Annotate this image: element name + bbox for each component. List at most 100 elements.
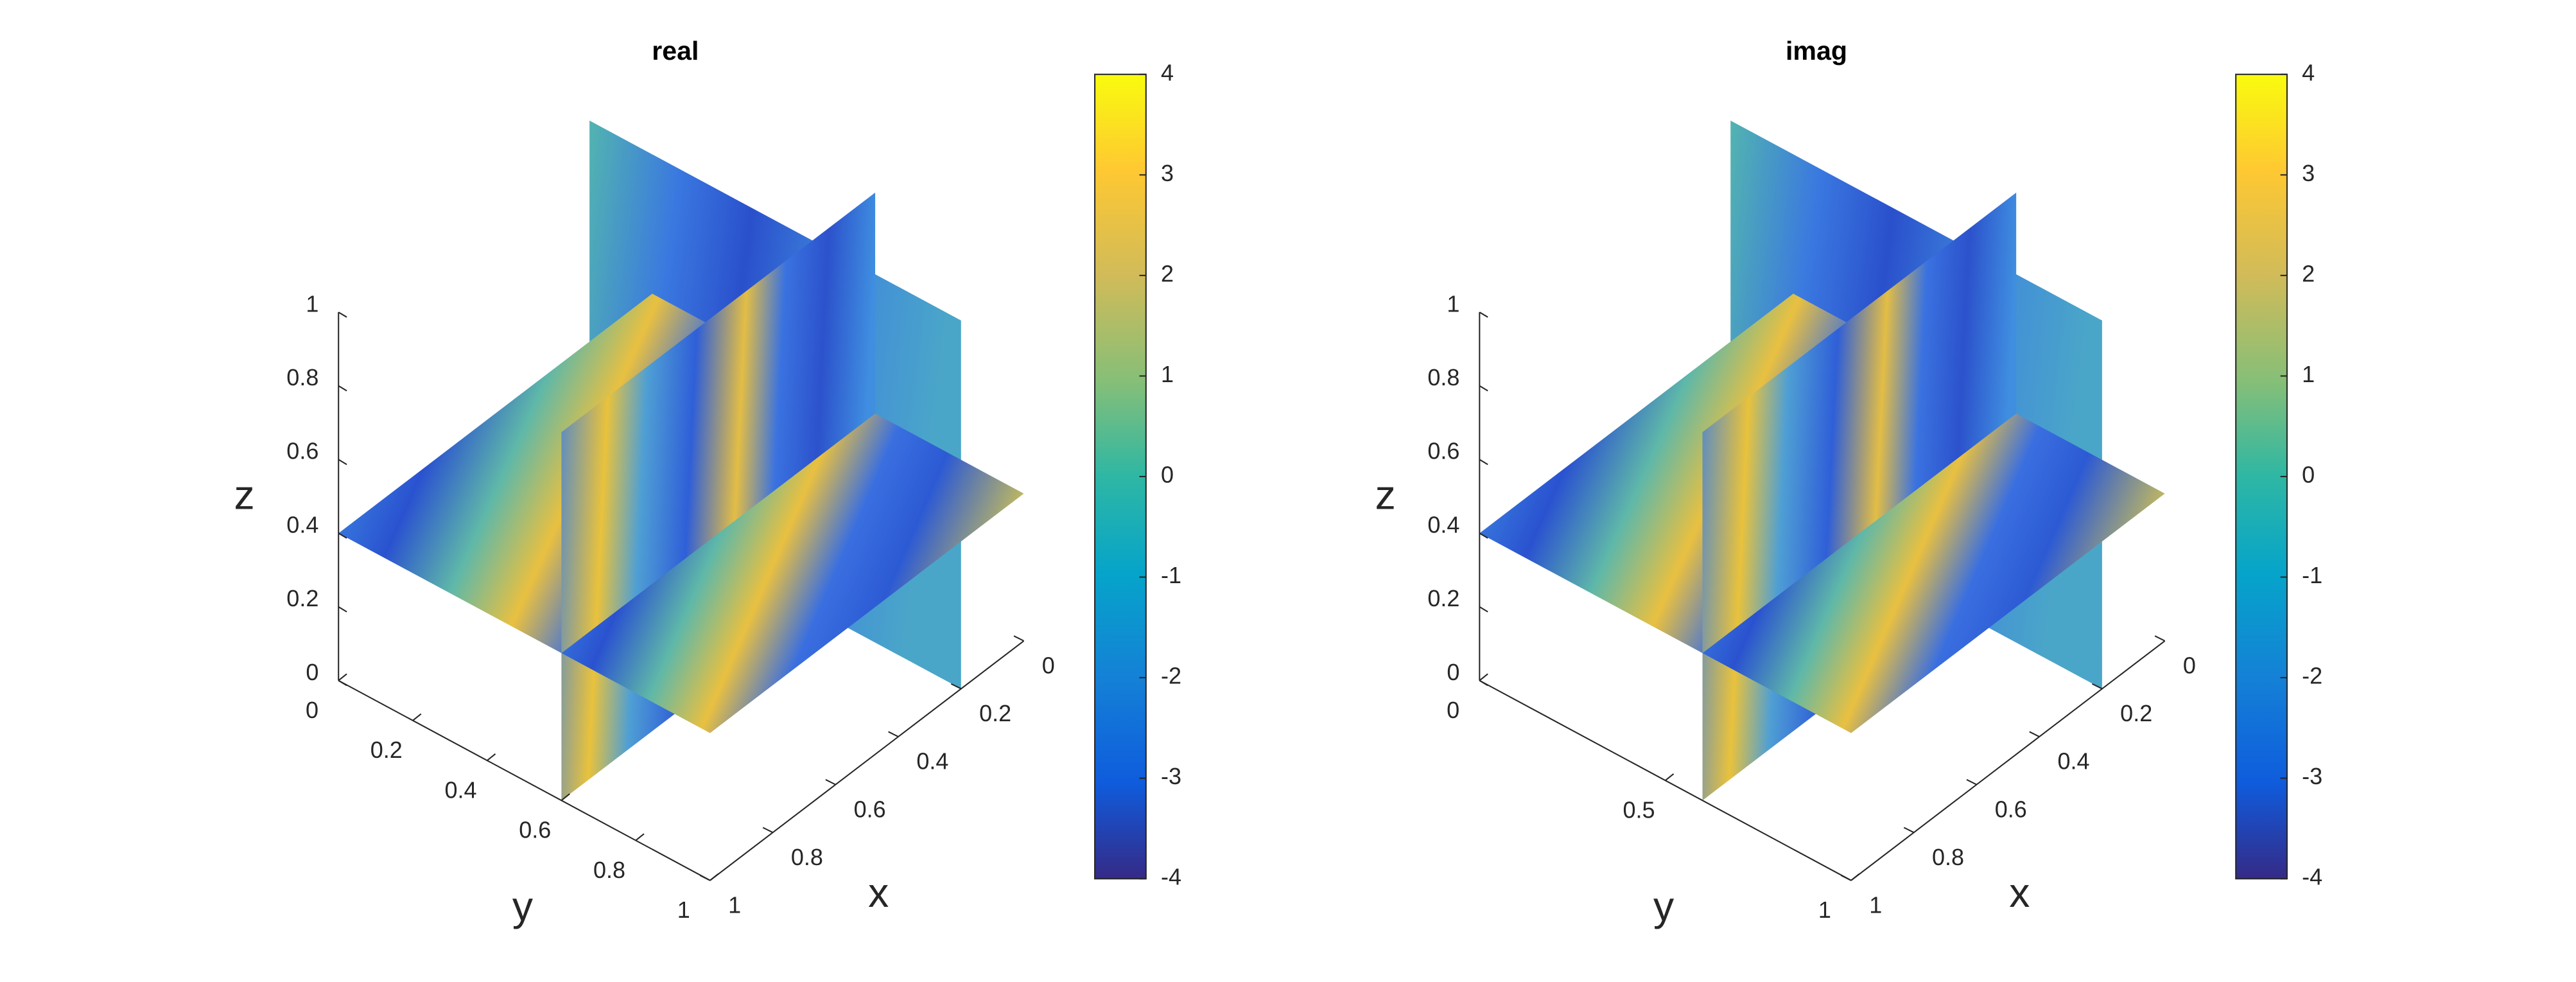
- colorbar-tick-label: 2: [1161, 260, 1174, 286]
- y-axis: [1479, 680, 1852, 881]
- y-tick-label: 0.8: [593, 857, 625, 883]
- colorbar-tick-label: 2: [2302, 260, 2315, 286]
- z-tick: [338, 532, 347, 539]
- x-tick: [2029, 731, 2040, 737]
- colorbar-tick-label: -1: [1161, 562, 1181, 588]
- x-tick: [699, 875, 711, 881]
- z-tick-label: 0.6: [1427, 438, 1459, 464]
- z-tick: [338, 680, 347, 687]
- z-tick-label: 1: [306, 290, 318, 317]
- z-tick-label: 0.8: [286, 364, 318, 390]
- x-tick: [762, 827, 774, 834]
- z-tick-label: 0.2: [1427, 585, 1459, 611]
- x-axis-label: x: [2009, 870, 2030, 916]
- z-tick-label: 0: [306, 659, 318, 685]
- x-tick: [950, 683, 962, 690]
- colorbar-tick-label: 4: [2302, 59, 2315, 85]
- colorbar-tick-label: 0: [2302, 462, 2315, 488]
- y-tick: [487, 753, 496, 761]
- y-tick: [561, 793, 570, 802]
- z-tick: [338, 385, 347, 392]
- x-tick-label: 1: [1869, 891, 1882, 918]
- x-tick: [1841, 875, 1852, 881]
- colorbar-tick-label: 1: [2302, 361, 2315, 387]
- y-tick-label: 0.4: [445, 776, 477, 803]
- x-tick-label: 0.6: [1995, 796, 2027, 822]
- y-tick-label: 0: [306, 697, 318, 723]
- x-tick-label: 0: [1042, 653, 1055, 679]
- y-tick: [338, 673, 347, 681]
- x-tick-label: 0.2: [979, 700, 1011, 726]
- z-tick-label: 0.2: [286, 585, 318, 611]
- y-tick-label: 1: [1818, 897, 1831, 923]
- colorbar-tick-label: -3: [1161, 763, 1181, 789]
- z-axis-label: z: [1375, 471, 1396, 518]
- x-tick-label: 0.6: [854, 796, 886, 822]
- z-tick: [1479, 311, 1488, 318]
- x-tick-label: 0.4: [916, 748, 948, 775]
- z-tick-label: 0.6: [286, 438, 318, 464]
- z-tick-label: 0: [1447, 659, 1459, 685]
- y-tick-label: 0.5: [1623, 797, 1655, 823]
- x-tick-label: 0.8: [791, 844, 823, 870]
- y-tick-label: 0.6: [519, 817, 551, 843]
- colorbar-tick-label: -4: [2302, 864, 2322, 890]
- colorbar-tick-label: 1: [1161, 361, 1174, 387]
- x-tick-label: 0.2: [2120, 700, 2152, 726]
- colorbar-tick-label: 4: [1161, 59, 1174, 85]
- y-tick-label: 0: [1447, 697, 1459, 723]
- z-tick: [1479, 459, 1488, 466]
- z-tick: [1479, 680, 1488, 687]
- x-tick: [1966, 779, 1977, 785]
- y-axis-label: y: [512, 883, 534, 929]
- x-tick-label: 0: [2183, 653, 2196, 679]
- z-tick: [338, 459, 347, 466]
- colorbar: [2235, 73, 2288, 880]
- z-tick: [338, 606, 347, 613]
- colorbar-tick-label: -2: [1161, 663, 1181, 689]
- y-axis: [338, 680, 711, 881]
- colorbar-tick-label: -2: [2302, 663, 2322, 689]
- z-tick: [1479, 606, 1488, 613]
- x-tick: [2154, 635, 2166, 642]
- x-tick: [825, 779, 836, 785]
- x-tick: [1903, 827, 1915, 834]
- x-axis: [709, 640, 1025, 881]
- y-tick: [1665, 773, 1675, 782]
- slice-z-front: [561, 414, 1024, 733]
- x-axis: [1850, 640, 2166, 881]
- colorbar-tick-label: -4: [1161, 864, 1181, 890]
- z-tick-label: 1: [1447, 290, 1459, 317]
- z-tick-label: 0.8: [1427, 364, 1459, 390]
- x-tick: [888, 731, 899, 737]
- z-tick: [1479, 385, 1488, 392]
- y-tick-label: 0.2: [370, 737, 403, 763]
- x-tick-label: 1: [728, 891, 741, 918]
- colorbar-tick-label: -1: [2302, 562, 2322, 588]
- x-tick-label: 0.4: [2057, 748, 2089, 775]
- y-tick: [1479, 673, 1488, 681]
- x-tick: [1013, 635, 1024, 642]
- y-tick-label: 1: [677, 897, 690, 923]
- z-tick-label: 0.4: [286, 511, 318, 538]
- z-tick: [338, 311, 347, 318]
- colorbar-tick-label: -3: [2302, 763, 2322, 789]
- slice-z-front: [1702, 414, 2165, 733]
- z-tick: [1479, 532, 1488, 539]
- y-tick: [709, 873, 719, 881]
- colorbar-tick-label: 0: [1161, 462, 1174, 488]
- y-tick: [1850, 873, 1860, 881]
- colorbar: [1094, 73, 1147, 880]
- colorbar-tick-label: 3: [1161, 160, 1174, 186]
- y-tick: [412, 713, 422, 721]
- x-axis-label: x: [868, 870, 889, 916]
- title: imag: [1786, 36, 1847, 66]
- x-tick: [2092, 683, 2103, 690]
- colorbar-tick-label: 3: [2302, 160, 2315, 186]
- y-axis-label: y: [1653, 883, 1675, 929]
- x-tick-label: 0.8: [1932, 844, 1964, 870]
- y-tick: [635, 833, 645, 841]
- title: real: [652, 36, 699, 66]
